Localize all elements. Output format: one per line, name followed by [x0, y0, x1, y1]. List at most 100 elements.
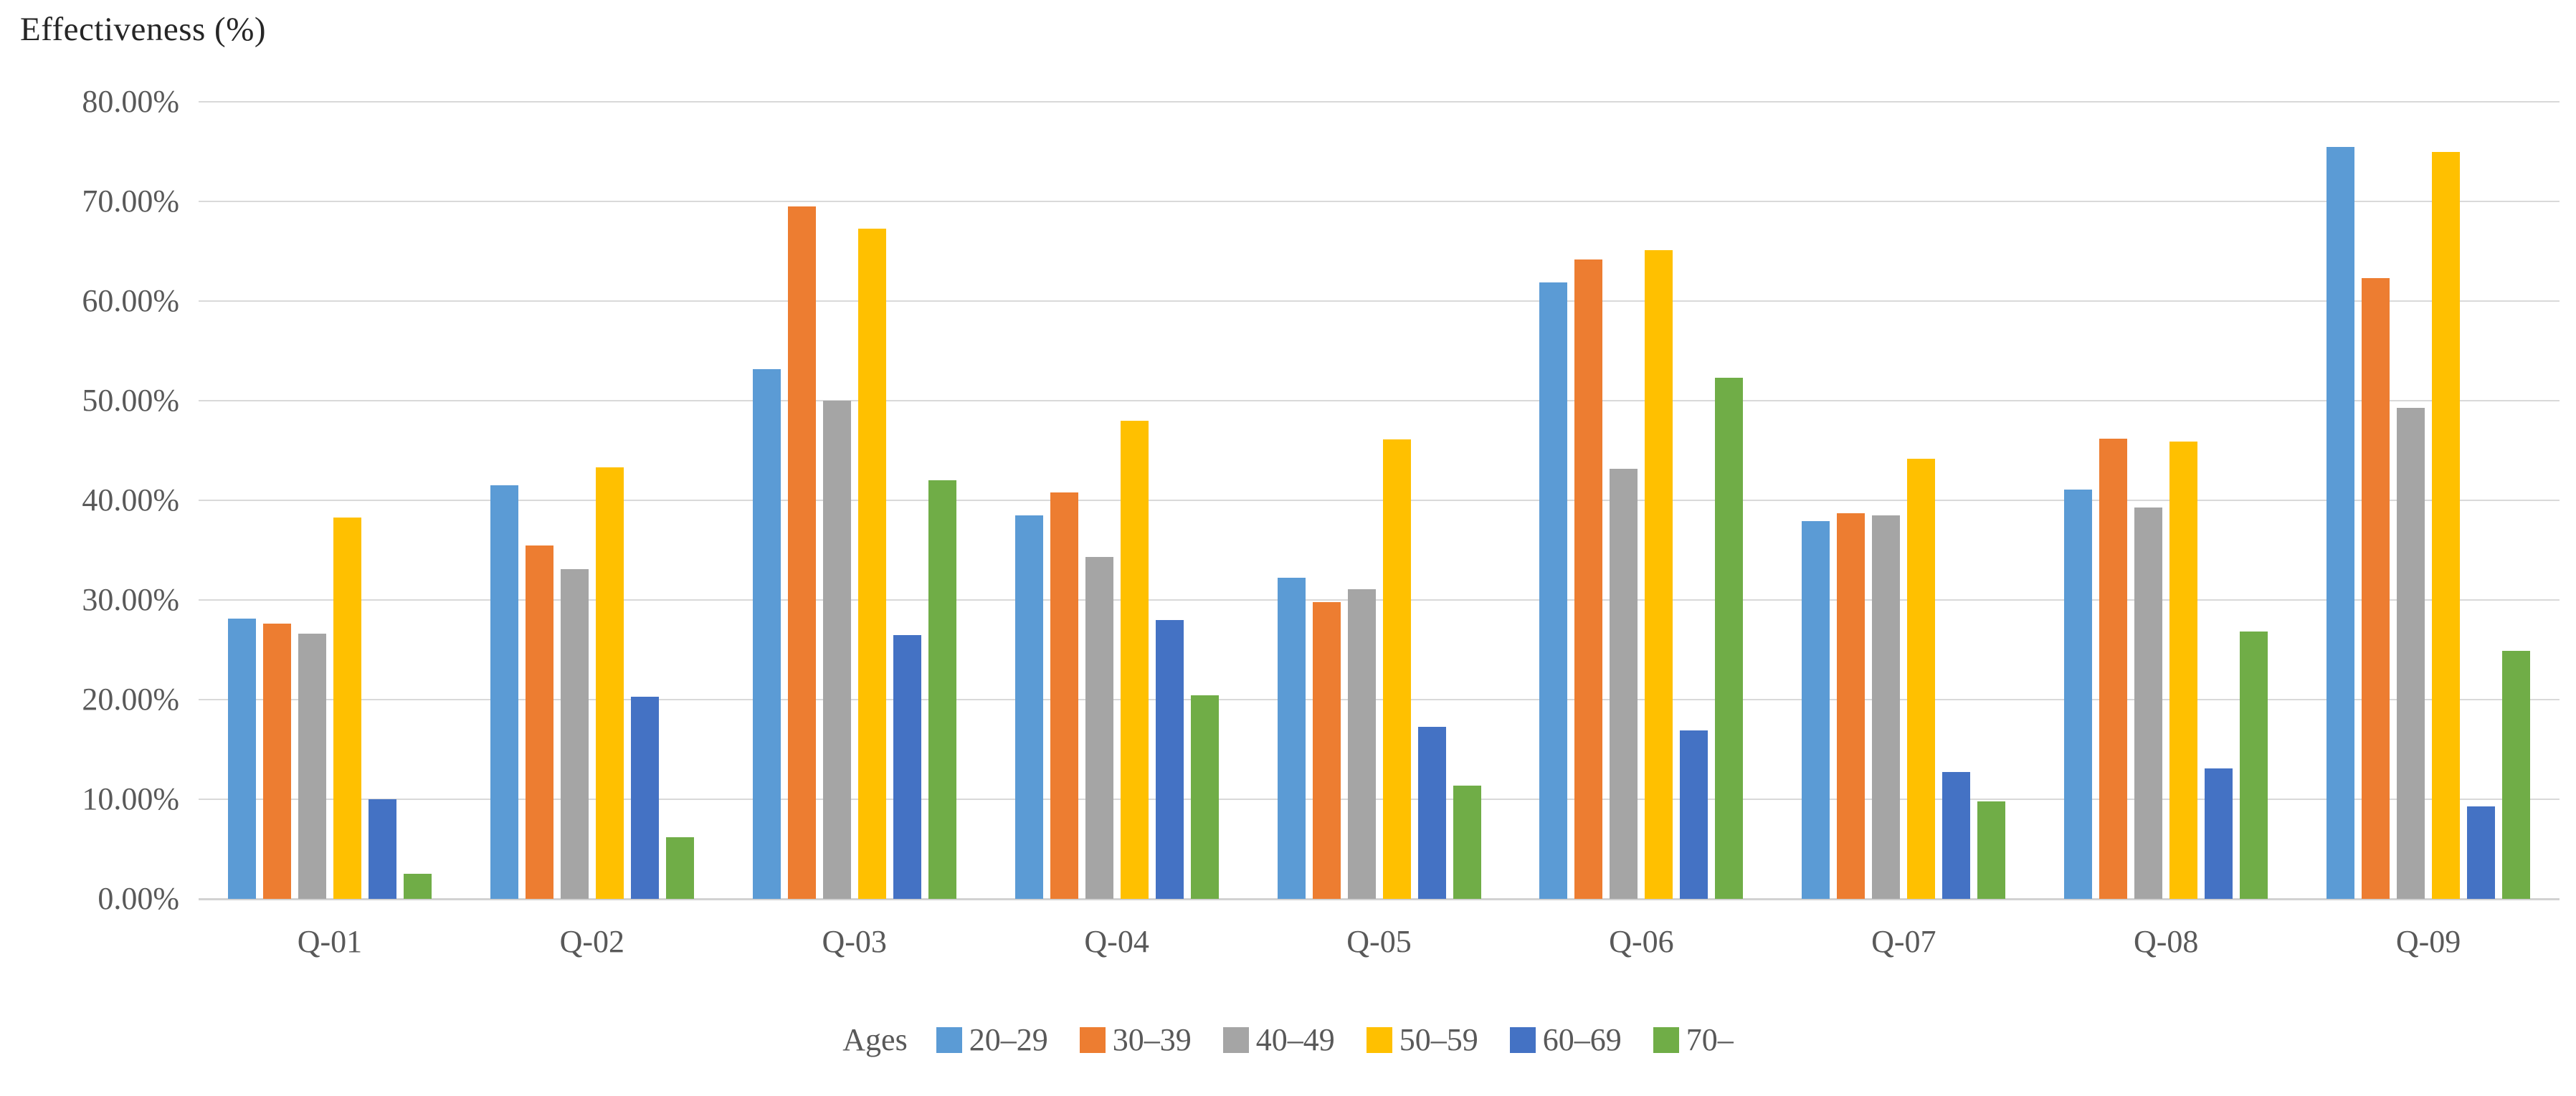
x-tick-label: Q-01 [297, 924, 363, 959]
bar-q-05-ages-70– [1453, 785, 1481, 899]
y-tick-label: 60.00% [82, 283, 179, 318]
bar-q-01-ages-50–59 [333, 517, 361, 899]
bar-q-09-ages-30–39 [2362, 278, 2390, 899]
bar-q-05-ages-50–59 [1382, 439, 1411, 899]
bar-q-08-ages-20–29 [2064, 489, 2093, 899]
bar-q-04-ages-40–49 [1085, 557, 1113, 899]
legend-swatch-icon [936, 1026, 962, 1053]
bar-q-04-ages-50–59 [1120, 420, 1149, 899]
gridline [199, 201, 2560, 202]
legend-entry-ages-50–59: 50–59 [1366, 1021, 1478, 1058]
legend-entry-ages-20–29: 20–29 [936, 1021, 1048, 1058]
legend-label: 60–69 [1542, 1022, 1622, 1057]
bar-q-08-ages-50–59 [2169, 442, 2198, 899]
x-tick-label: Q-07 [1871, 924, 1936, 959]
legend-title: Ages [842, 1022, 908, 1057]
y-tick-label: 80.00% [82, 84, 179, 119]
bar-q-06-ages-40–49 [1610, 468, 1638, 899]
legend-swatch-icon [1509, 1026, 1536, 1053]
y-tick-label: 10.00% [82, 781, 179, 816]
gridline [199, 699, 2560, 700]
bar-q-05-ages-30–39 [1312, 601, 1341, 899]
bar-q-09-ages-60–69 [2467, 806, 2496, 899]
bar-q-08-ages-60–69 [2205, 768, 2233, 899]
legend-entry-ages-30–39: 30–39 [1079, 1021, 1192, 1058]
bar-q-04-ages-30–39 [1050, 492, 1078, 899]
y-tick-label: 70.00% [82, 184, 179, 219]
gridline-layer [199, 101, 2560, 900]
bar-q-02-ages-50–59 [595, 467, 624, 899]
y-axis-tick-labels: 80.00% 70.00% 60.00% 50.00% 40.00% 30.00% 20.0… [0, 86, 179, 915]
bar-group-q-03 [723, 102, 986, 899]
bar-q-01-ages-60–69 [368, 799, 396, 899]
chart-title: Effectiveness (%) [20, 11, 267, 48]
bar-q-04-ages-20–29 [1014, 515, 1043, 899]
legend-entry-ages-60–69: 60–69 [1509, 1021, 1622, 1058]
bar-q-06-ages-20–29 [1539, 282, 1568, 899]
bar-group-q-06 [1510, 102, 1772, 899]
legend-entry-ages-70–: 70– [1653, 1021, 1734, 1058]
bar-q-03-ages-50–59 [857, 228, 886, 899]
gridline [199, 799, 2560, 800]
bar-q-07-ages-40–49 [1872, 515, 1901, 899]
bar-q-01-ages-30–39 [262, 624, 291, 899]
y-tick-label: 0.00% [98, 881, 179, 916]
legend-swatch-icon [1366, 1026, 1392, 1053]
x-tick-label: Q-04 [1084, 924, 1149, 959]
bar-q-01-ages-40–49 [298, 634, 326, 899]
x-tick-label: Q-05 [1346, 924, 1412, 959]
legend-label: 70– [1686, 1022, 1734, 1057]
bar-q-04-ages-60–69 [1155, 619, 1184, 899]
x-tick-label: Q-09 [2395, 924, 2461, 959]
bar-q-01-ages-20–29 [227, 619, 256, 899]
bar-q-06-ages-30–39 [1574, 259, 1603, 899]
gridline [199, 300, 2560, 302]
bar-q-09-ages-20–29 [2327, 146, 2355, 899]
bar-q-08-ages-70– [2240, 632, 2268, 899]
bar-q-01-ages-70– [403, 874, 432, 899]
bar-q-08-ages-30–39 [2099, 438, 2128, 899]
bar-q-03-ages-40–49 [822, 401, 851, 899]
y-tick-label: 50.00% [82, 383, 179, 418]
legend: Ages 20–29 30–39 40–49 50–59 60–69 70– [0, 1021, 2576, 1058]
x-tick-label: Q-03 [822, 924, 887, 959]
bar-q-03-ages-30–39 [787, 206, 816, 899]
gridline [199, 400, 2560, 401]
bar-q-07-ages-30–39 [1837, 513, 1866, 899]
legend-swatch-icon [1079, 1026, 1106, 1053]
bar-q-02-ages-30–39 [525, 545, 553, 899]
bar-group-q-04 [986, 102, 1248, 899]
y-tick-label: 30.00% [82, 582, 179, 617]
bar-q-06-ages-50–59 [1645, 250, 1673, 899]
legend-label: 40–49 [1255, 1022, 1335, 1057]
bar-group-q-05 [1248, 102, 1511, 899]
bar-q-09-ages-70– [2502, 650, 2531, 899]
bar-q-05-ages-60–69 [1417, 726, 1446, 899]
x-tick-label: Q-02 [559, 924, 625, 959]
x-axis-tick-labels: Q-01 Q-02 Q-03 Q-04 Q-05 Q-06 Q-07 Q-08 Q-09 [199, 923, 2560, 960]
bar-q-06-ages-70– [1715, 378, 1744, 899]
x-axis-line [199, 898, 2560, 900]
bar-q-07-ages-20–29 [1802, 521, 1830, 899]
bar-q-03-ages-70– [928, 480, 956, 899]
bar-q-07-ages-50–59 [1907, 458, 1936, 899]
bar-q-02-ages-60–69 [630, 696, 659, 899]
bar-q-09-ages-40–49 [2397, 407, 2425, 899]
bar-group-q-02 [461, 102, 723, 899]
bar-q-06-ages-60–69 [1680, 730, 1708, 899]
y-tick-label: 20.00% [82, 682, 179, 717]
bar-q-05-ages-20–29 [1277, 578, 1306, 899]
plot-area [199, 102, 2560, 899]
bar-q-03-ages-60–69 [893, 634, 921, 899]
bar-q-04-ages-70– [1190, 695, 1219, 899]
bar-group-q-01 [199, 102, 461, 899]
bar-q-02-ages-20–29 [490, 485, 518, 899]
bar-group-q-09 [2297, 102, 2560, 899]
bar-group-q-07 [1772, 102, 2035, 899]
bar-q-05-ages-40–49 [1347, 588, 1376, 899]
legend-entry-ages-40–49: 40–49 [1222, 1021, 1335, 1058]
bar-q-07-ages-70– [1977, 801, 2006, 899]
legend-label: 20–29 [969, 1022, 1048, 1057]
gridline [199, 599, 2560, 601]
